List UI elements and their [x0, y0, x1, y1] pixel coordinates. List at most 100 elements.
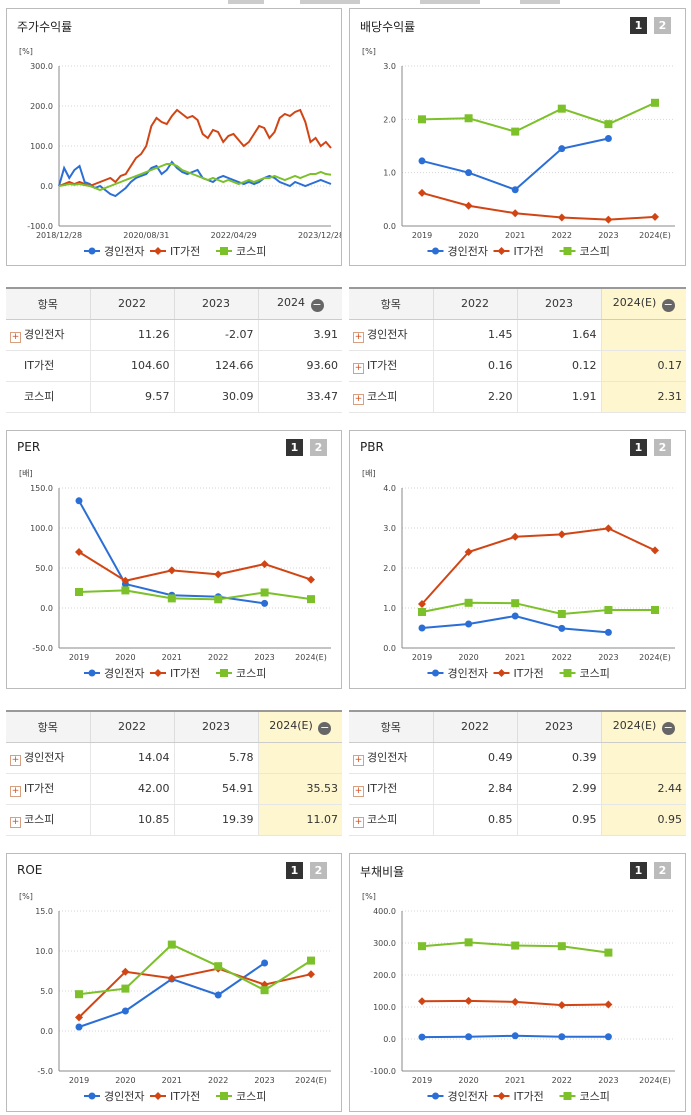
view-1-button[interactable]: 1 [286, 862, 303, 879]
view-1-button[interactable]: 1 [630, 17, 647, 34]
expand-icon[interactable]: + [10, 786, 21, 797]
legend-label: 경인전자 [448, 245, 488, 258]
collapse-icon[interactable]: − [661, 720, 675, 735]
data-point [557, 610, 566, 618]
x-tick-label: 2024(E) [295, 653, 327, 662]
panel-title: 부채비율 [360, 865, 405, 879]
expand-icon[interactable]: + [353, 394, 364, 405]
roe-panel: ROE 1 2 [%] 15.0 10.0 5.0 0.0 -5.0 2019 2020 202… [6, 853, 342, 1112]
table-cell: 54.91 [173, 773, 258, 805]
expand-icon[interactable]: + [10, 817, 21, 828]
view-2-button[interactable]: 2 [654, 17, 671, 34]
x-tick-label: 2023 [254, 653, 274, 662]
data-point [75, 548, 83, 556]
data-point [75, 497, 83, 505]
view-1-button[interactable]: 1 [630, 862, 647, 879]
data-point [604, 1000, 613, 1009]
y-tick-label: 2.0 [383, 564, 396, 573]
x-tick-label: 2019 [69, 653, 89, 662]
unit-label: [%] [362, 892, 376, 901]
panel-title: 주가수익률 [17, 20, 73, 34]
table-cell: 2.99 [516, 773, 601, 805]
expand-icon[interactable]: + [10, 755, 21, 766]
row-label[interactable]: + IT가전 [349, 773, 433, 805]
y-tick-label: 2.0 [383, 115, 396, 124]
view-2-button[interactable]: 2 [654, 439, 671, 456]
data-point [511, 209, 520, 218]
data-point [418, 1033, 426, 1041]
expand-icon: + [10, 363, 21, 374]
collapse-icon[interactable]: − [661, 297, 675, 312]
row-name: IT가전 [24, 782, 55, 795]
table-cell: 3.91 [257, 319, 342, 351]
row-label[interactable]: + 코스피 [349, 381, 433, 413]
row-name: 코스피 [24, 813, 55, 826]
series-line [78, 589, 312, 601]
data-point [418, 997, 426, 1006]
table-cell: 93.60 [257, 350, 342, 382]
data-point [464, 548, 473, 556]
row-label[interactable]: + IT가전 [349, 350, 433, 382]
view-2-button[interactable]: 2 [654, 862, 671, 879]
row-label[interactable]: + 코스피 [349, 804, 433, 836]
legend-label: IT가전 [514, 1090, 544, 1103]
data-point [307, 575, 315, 584]
row-label[interactable]: + 경인전자 [6, 319, 90, 351]
expand-icon[interactable]: + [353, 332, 364, 343]
data-point [604, 948, 613, 957]
table-cell: 1.45 [432, 319, 517, 351]
data-point [604, 120, 613, 129]
table-row: + IT가전 42.00 54.91 35.53 [6, 773, 342, 805]
expand-icon[interactable]: + [353, 363, 364, 374]
table-cell: -2.07 [173, 319, 258, 351]
table-cell: 0.95 [600, 804, 686, 836]
collapse-icon[interactable]: − [310, 297, 324, 312]
row-label[interactable]: + 경인전자 [6, 742, 90, 774]
view-2-button[interactable]: 2 [310, 862, 327, 879]
unit-label: [%] [19, 892, 33, 901]
table-cell: 19.39 [173, 804, 258, 836]
data-point [511, 127, 520, 136]
header-year: 2024(E) − [600, 711, 686, 743]
data-point [121, 967, 130, 976]
x-tick-label: 2022 [208, 1076, 228, 1085]
data-point [418, 115, 426, 124]
table-cell: 14.04 [89, 742, 174, 774]
x-tick-label: 2024(E) [639, 653, 671, 662]
row-label[interactable]: + 경인전자 [349, 319, 433, 351]
y-tick-label: 150.0 [30, 484, 53, 493]
row-label[interactable]: + IT가전 [6, 773, 90, 805]
x-tick-label: 2022 [552, 653, 572, 662]
x-tick-label: 2021 [162, 653, 182, 662]
series-line [421, 191, 656, 221]
data-point [307, 970, 315, 979]
header-item: 항목 [6, 711, 90, 743]
chart-svg: [%] 400.0 300.0 200.0 100.0 0.0 -100.0 2019 2020… [362, 892, 675, 1103]
data-point [464, 598, 473, 607]
table-row: + 경인전자 0.49 0.39 [349, 742, 686, 774]
y-tick-label: 300.0 [30, 62, 53, 71]
collapse-icon[interactable]: − [318, 720, 332, 735]
data-point [418, 942, 426, 951]
view-2-button[interactable]: 2 [310, 439, 327, 456]
data-point [511, 1032, 519, 1040]
view-1-button[interactable]: 1 [286, 439, 303, 456]
view-1-button[interactable]: 1 [630, 439, 647, 456]
data-point [511, 599, 520, 608]
debt-ratio-panel: 부채비율 1 2 [%] 400.0 300.0 200.0 100.0 0.0 -100.… [349, 853, 686, 1112]
expand-icon[interactable]: + [353, 786, 364, 797]
expand-icon[interactable]: + [10, 332, 21, 343]
expand-icon[interactable]: + [353, 817, 364, 828]
x-tick-label: 2020 [115, 1076, 135, 1085]
data-point [511, 612, 519, 620]
unit-label: [%] [362, 47, 376, 56]
expand-icon[interactable]: + [353, 755, 364, 766]
table-cell: 2.44 [600, 773, 686, 805]
row-label[interactable]: + 경인전자 [349, 742, 433, 774]
row-label[interactable]: + 코스피 [6, 804, 90, 836]
table-cell [600, 742, 686, 774]
table-cell: 0.85 [432, 804, 517, 836]
header-item: 항목 [349, 288, 433, 320]
expand-icon: + [10, 394, 21, 405]
table-cell: 0.17 [600, 350, 686, 382]
